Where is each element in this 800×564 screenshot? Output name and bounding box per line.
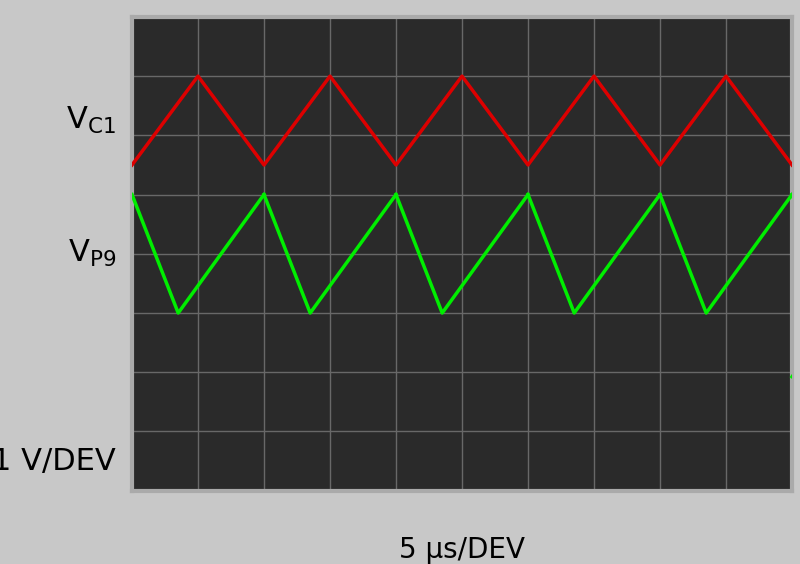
Text: V$_{\mathregular{P9}}$: V$_{\mathregular{P9}}$ [68,238,116,270]
Text: V$_{\mathregular{C1}}$: V$_{\mathregular{C1}}$ [66,105,116,136]
Text: 5 μs/DEV: 5 μs/DEV [399,536,525,564]
Text: 1 V/DEV: 1 V/DEV [0,447,116,475]
